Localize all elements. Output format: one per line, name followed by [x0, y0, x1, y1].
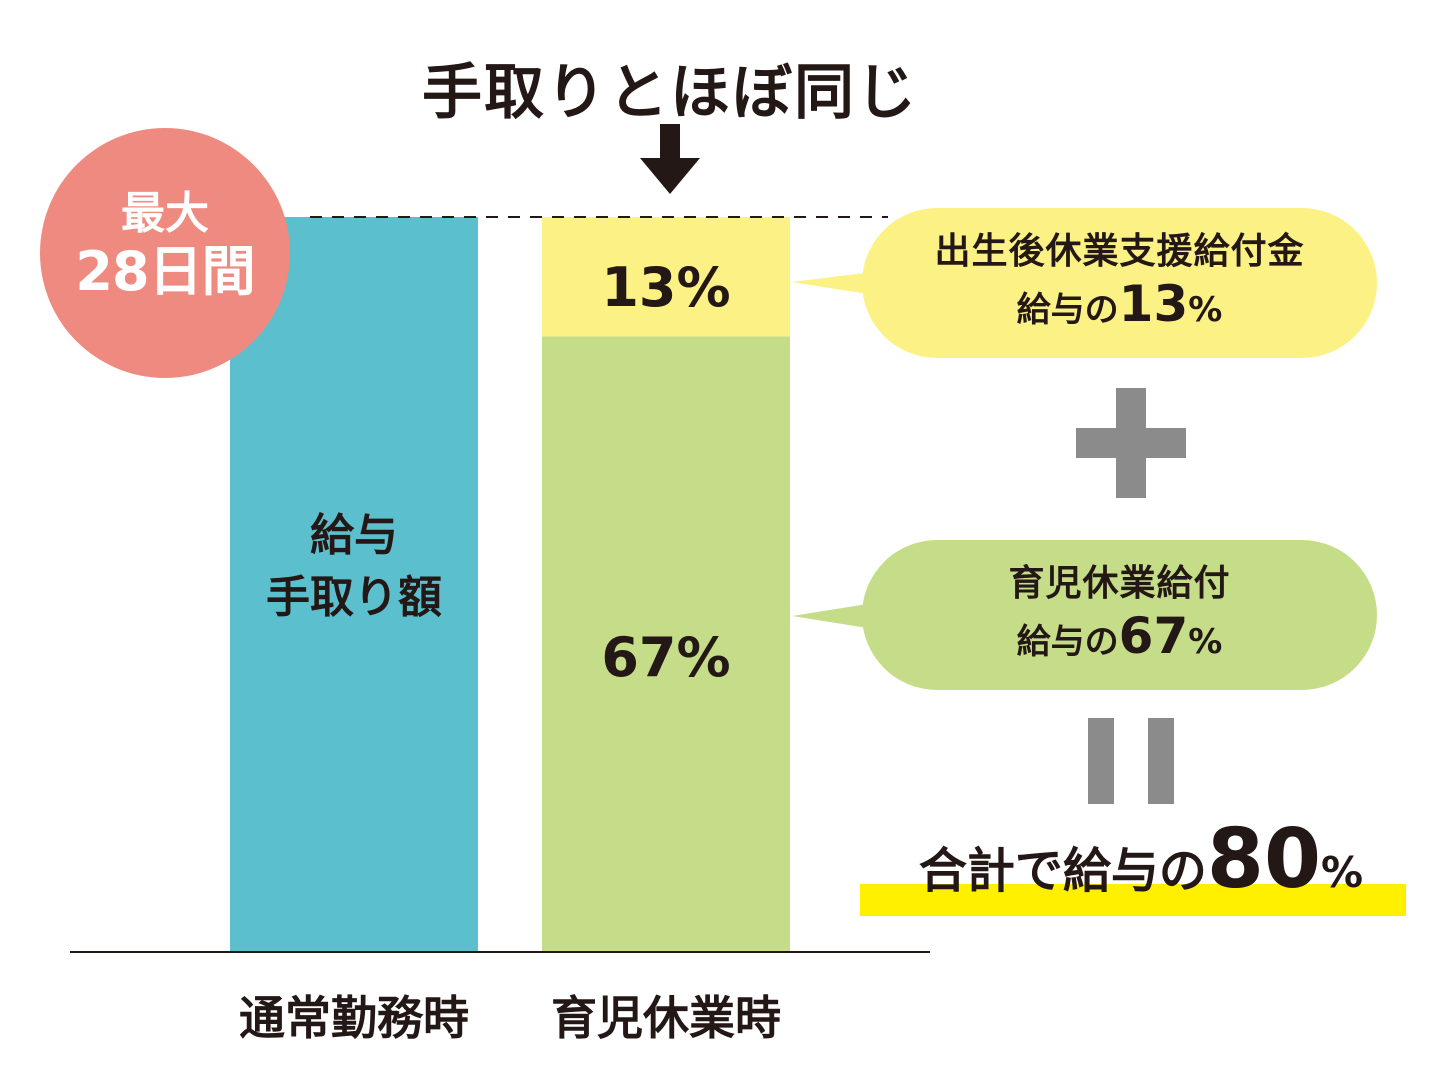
category-label-normal: 通常勤務時: [239, 991, 469, 1045]
max-days-badge: 最大 28日間: [40, 128, 290, 378]
bar-label-line1: 給与: [310, 510, 398, 561]
plus-icon: [1076, 388, 1186, 498]
total-number: 80: [1206, 812, 1322, 907]
callout-value: 給与の13%: [1017, 276, 1223, 338]
callout-number: 67: [1118, 607, 1189, 665]
callout-value: 給与の67%: [1017, 608, 1223, 670]
callout-postnatal-benefit: 出生後休業支援給付金 給与の13%: [862, 208, 1377, 358]
badge-line2: 28日間: [75, 240, 255, 303]
callout-title: 育児休業給付: [1008, 563, 1231, 604]
badge-line1: 最大: [121, 188, 209, 239]
total-prefix: 合計で給与の: [918, 843, 1207, 899]
callout-prefix: 給与の: [1016, 290, 1119, 330]
equals-icon: [1088, 718, 1174, 804]
total-highlight-band: [860, 884, 1406, 916]
callout-suffix: %: [1188, 290, 1223, 330]
bar-normal-segment-0: [230, 217, 478, 952]
segment-label-67: 67%: [601, 626, 731, 689]
bar-leave-segment-1: [542, 217, 790, 337]
same-as-take-home-note: 手取りとほぼ同じ: [422, 58, 918, 128]
normal-bar-label: 給与 手取り額: [230, 505, 478, 629]
total-summary: 合計で給与の80%: [876, 812, 1406, 907]
category-label-leave: 育児休業時: [551, 991, 781, 1045]
segment-label-13: 13%: [601, 256, 731, 319]
total-suffix: %: [1321, 848, 1364, 897]
callout-childcare-benefit: 育児休業給付 給与の67%: [862, 540, 1377, 690]
callout-suffix: %: [1188, 622, 1223, 662]
arrow-down-icon: [640, 124, 700, 194]
callout-prefix: 給与の: [1016, 622, 1119, 662]
callout-title: 出生後休業支援給付金: [934, 231, 1305, 272]
callout-number: 13: [1118, 275, 1189, 333]
bars-group: [230, 217, 790, 952]
bar-leave-segment-0: [542, 336, 790, 952]
bar-label-line2: 手取り額: [266, 572, 442, 623]
